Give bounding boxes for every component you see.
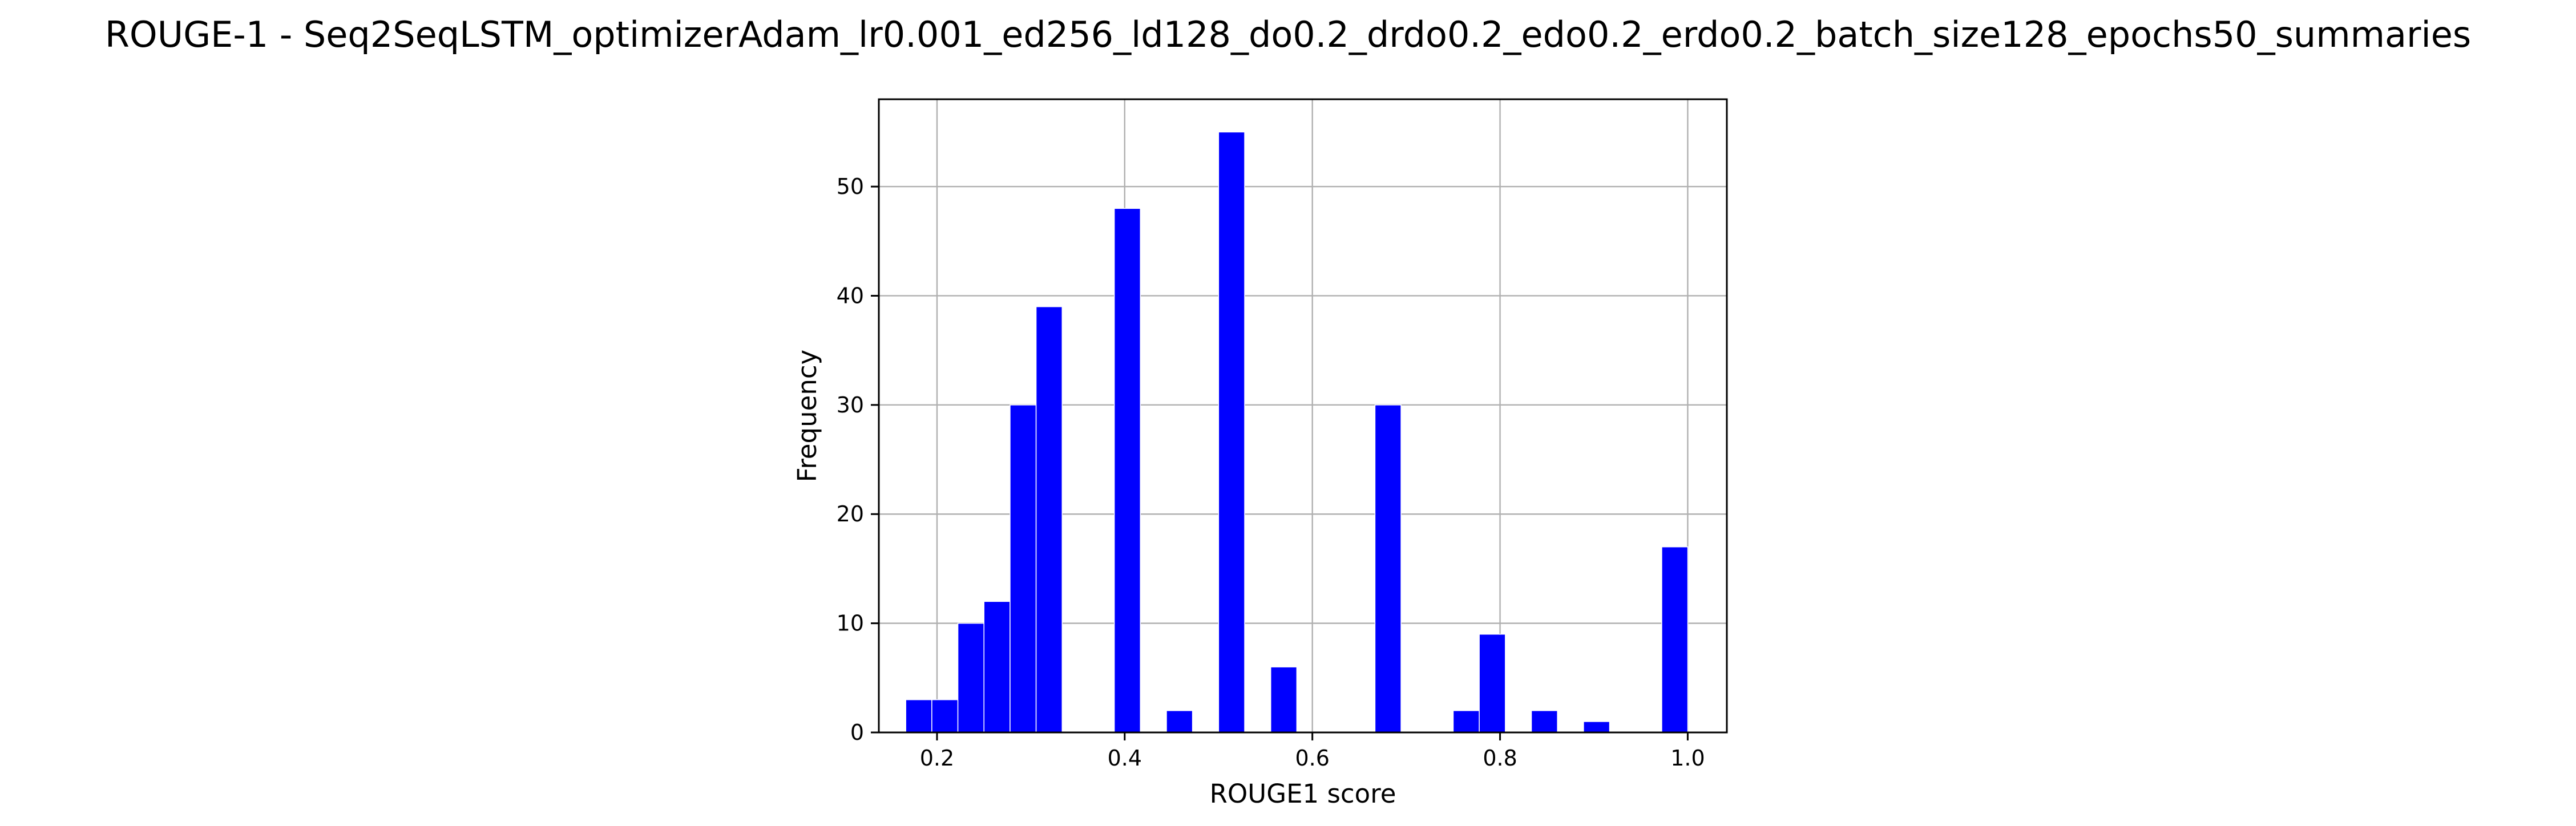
- y-tick-label: 10: [837, 611, 864, 636]
- chart-title: ROUGE-1 - Seq2SeqLSTM_optimizerAdam_lr0.…: [105, 14, 2471, 55]
- x-tick-label: 0.8: [1483, 746, 1517, 771]
- histogram-bar: [1452, 710, 1480, 733]
- histogram-bar: [1113, 208, 1141, 733]
- histogram-bar: [1374, 404, 1402, 733]
- histogram-bar: [931, 699, 959, 733]
- plot-area-frame: [878, 98, 1728, 734]
- x-axis-ticks: 0.2 0.4 0.6 0.8 1.0: [920, 732, 1705, 771]
- y-tick-label: 0: [850, 720, 864, 745]
- histogram-bar: [1218, 131, 1245, 733]
- histogram-bars: [905, 131, 1689, 733]
- y-tick-label: 30: [837, 392, 864, 418]
- x-axis-label: ROUGE1 score: [1210, 779, 1396, 809]
- histogram-bar: [983, 601, 1011, 733]
- histogram-bar: [1479, 634, 1506, 733]
- x-tick-label: 0.2: [920, 746, 954, 771]
- histogram-bar: [957, 622, 984, 733]
- histogram-bar: [1035, 306, 1063, 733]
- histogram-bar: [905, 699, 932, 733]
- histogram-bar: [1583, 721, 1610, 733]
- x-tick-label: 0.4: [1108, 746, 1142, 771]
- histogram-bar: [1010, 404, 1037, 733]
- y-tick-label: 20: [837, 501, 864, 527]
- histogram-bar: [1531, 710, 1558, 733]
- y-axis-label: Frequency: [792, 350, 822, 482]
- x-tick-label: 0.6: [1295, 746, 1329, 771]
- y-axis-ticks: 0 10 20 30 40 50: [837, 174, 879, 745]
- y-tick-label: 50: [837, 174, 864, 199]
- histogram-bar: [1270, 666, 1298, 733]
- histogram-bar: [1661, 546, 1689, 733]
- histogram-bar: [1166, 710, 1193, 733]
- x-tick-label: 1.0: [1670, 746, 1705, 771]
- y-tick-label: 40: [837, 283, 864, 308]
